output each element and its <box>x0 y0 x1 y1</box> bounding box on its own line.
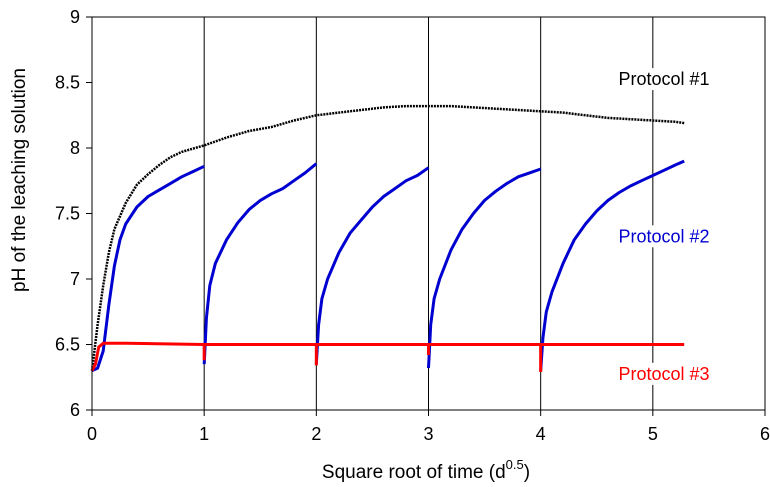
axis-ticks: 0 1 2 3 4 5 6 6 6.5 7 7.5 8 8.5 9 <box>55 7 770 444</box>
label-protocol-3: Protocol #3 <box>619 364 710 384</box>
label-background-protocol-3 <box>615 362 713 385</box>
y-tick-label-9: 9 <box>70 7 80 27</box>
series-protocol-2-segment-1 <box>91 164 205 373</box>
label-protocol-1: Protocol #1 <box>619 69 710 89</box>
y-tick-label-8.5: 8.5 <box>55 73 80 93</box>
y-tick-label-7.5: 7.5 <box>55 204 80 224</box>
x-axis-title-main: Square root of time (d <box>322 462 506 483</box>
x-tick-label-4: 4 <box>536 424 546 444</box>
x-tick-label-0: 0 <box>87 424 97 444</box>
y-tick-label-6: 6 <box>70 400 80 420</box>
label-background-protocol-2 <box>615 225 713 248</box>
x-tick-label-6: 6 <box>760 424 770 444</box>
y-tick-label-6.5: 6.5 <box>55 335 80 355</box>
series-protocol-2-segment-3 <box>314 166 430 365</box>
series-lines <box>90 104 685 373</box>
x-axis-title-exponent: 0.5 <box>506 457 524 472</box>
series-protocol-1-line <box>90 104 685 371</box>
series-protocol-2-segment-2 <box>202 162 318 365</box>
x-tick-label-1: 1 <box>199 424 209 444</box>
y-axis-title: pH of the leaching solution <box>9 68 30 292</box>
series-protocol-2-segment-5 <box>539 159 685 371</box>
series-labels: Protocol #1 Protocol #2 Protocol #3 <box>615 68 713 385</box>
label-protocol-2: Protocol #2 <box>619 226 710 246</box>
x-tick-label-5: 5 <box>648 424 658 444</box>
y-tick-label-7: 7 <box>70 269 80 289</box>
y-tick-label-8: 8 <box>70 138 80 158</box>
x-tick-label-2: 2 <box>311 424 321 444</box>
series-protocol-3-line <box>90 341 685 372</box>
x-tick-label-3: 3 <box>423 424 433 444</box>
series-protocol-2-segment-4 <box>427 167 542 369</box>
x-axis-title-end: ) <box>524 462 530 483</box>
label-background-protocol-1 <box>615 68 713 91</box>
x-axis-title: Square root of time (d0.5) <box>322 457 530 483</box>
